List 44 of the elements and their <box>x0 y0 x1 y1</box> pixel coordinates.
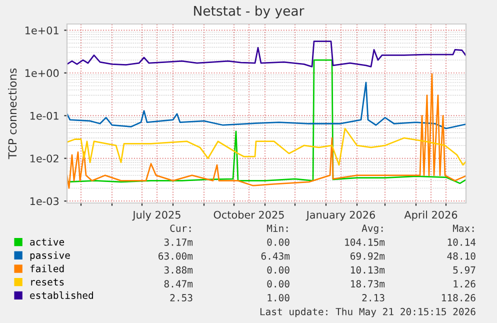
line-series <box>67 82 466 130</box>
text: Last update: Thu May 21 20:15:15 2026 <box>260 308 476 318</box>
y-tick-label: 1e-01 <box>30 112 58 120</box>
text: 3.88m <box>164 266 193 274</box>
text: Cur: <box>170 224 191 232</box>
text: 0.00 <box>267 280 290 288</box>
text: 69.92m <box>350 252 385 260</box>
text: 10.13m <box>351 266 385 274</box>
y-tick-label: 1e-03 <box>30 197 59 206</box>
text: 8.47m <box>164 280 193 288</box>
legend-label: failed <box>30 264 64 272</box>
text: 1.26 <box>454 280 476 288</box>
text: 3.17m <box>164 238 193 246</box>
text: 104.15m <box>345 238 385 246</box>
text: 2.53 <box>170 294 192 302</box>
text: 118.26 <box>442 294 476 302</box>
text: Max: <box>452 224 474 232</box>
legend-label: active <box>30 238 64 246</box>
x-tick-label: January 2026 <box>306 210 375 221</box>
legend-label: established <box>30 291 93 299</box>
y-axis-title: TCP connections <box>8 68 17 160</box>
text: Avg: <box>362 224 383 234</box>
text: 48.10 <box>447 252 476 260</box>
text: 5.97 <box>453 266 476 274</box>
x-tick-label: April 2026 <box>404 210 458 221</box>
text: 2.13 <box>362 294 384 302</box>
x-tick-label: July 2025 <box>132 210 180 221</box>
line-series <box>67 40 466 68</box>
text: 63.00m <box>158 252 193 260</box>
text: 18.73m <box>351 280 385 288</box>
legend-label: resets <box>31 278 64 286</box>
text: Min: <box>266 224 288 232</box>
text: 0.00 <box>267 266 290 274</box>
chart-title: Netstat - by year <box>194 6 304 18</box>
text: 6.43m <box>261 252 290 260</box>
legend-label: passive <box>30 251 70 261</box>
text: 1.00 <box>268 294 290 302</box>
y-tick-label: 1e-02 <box>30 154 58 162</box>
text: 0.00 <box>267 238 290 246</box>
text: 10.14 <box>448 238 476 246</box>
x-tick-label: October 2025 <box>214 210 284 219</box>
y-tick-label: 1e+00 <box>25 69 59 78</box>
line-series <box>67 128 466 166</box>
y-tick-label: 1e+01 <box>25 26 58 34</box>
